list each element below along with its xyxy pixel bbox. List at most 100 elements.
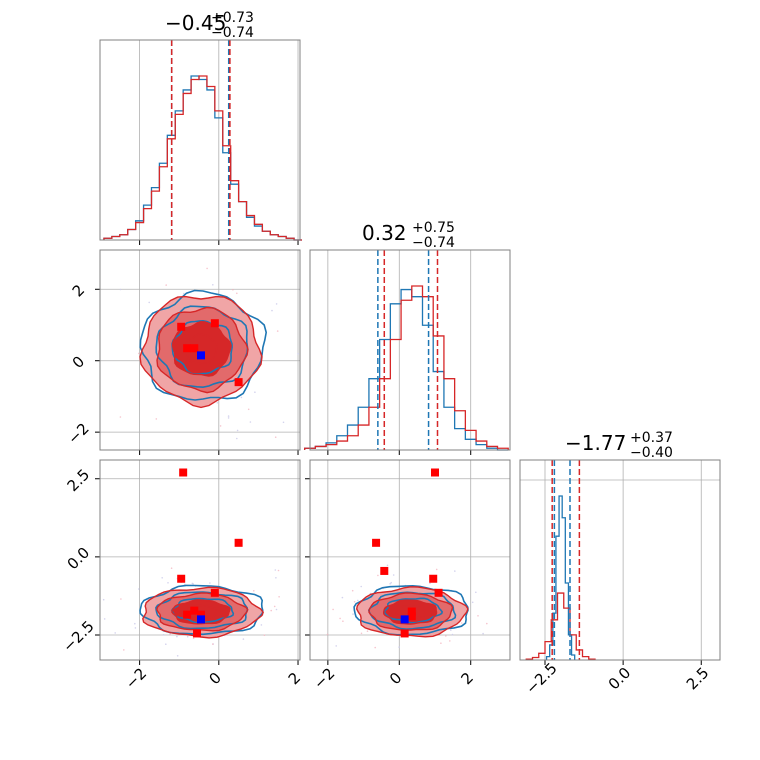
sample-point <box>176 635 178 638</box>
tick-label-y-1: 0.0 <box>64 544 94 574</box>
joint-contents <box>102 468 280 657</box>
sample-point <box>429 582 431 585</box>
contour-blue-0 <box>139 289 268 401</box>
tick-label-x-2: 2 <box>457 669 476 688</box>
marker-blue <box>400 615 409 624</box>
tick-label-y-2: 2.5 <box>64 465 94 495</box>
hist-red <box>525 592 596 660</box>
sample-point <box>275 608 278 611</box>
marginal-1-frame <box>309 249 511 451</box>
sample-point <box>155 418 158 420</box>
sample-point <box>275 577 277 579</box>
contour-fill-inner <box>172 321 232 377</box>
sample-point <box>102 598 105 601</box>
joint-1-frame <box>99 459 301 661</box>
contour-blue-1 <box>155 591 249 630</box>
sample-point <box>134 622 136 625</box>
title-param-1-sup: +0.75 <box>412 220 455 236</box>
sample-point <box>435 568 438 571</box>
sample-point <box>249 421 252 423</box>
tick-label-x-0: −2 <box>310 664 338 692</box>
sample-point <box>212 643 214 645</box>
sample-point <box>477 615 479 617</box>
sample-point <box>206 267 208 270</box>
sample-point <box>260 624 263 626</box>
tick-label-x-0: −2 <box>122 664 150 692</box>
sample-point <box>273 605 276 608</box>
marker-red-0 <box>179 468 188 477</box>
sample-point <box>360 585 363 588</box>
contour-red-1 <box>368 592 454 631</box>
marginal-panel-2-background <box>520 460 720 660</box>
marker-red-2 <box>177 574 186 583</box>
sample-point <box>454 570 456 572</box>
sample-point <box>138 588 140 590</box>
marginal-panel-2: −2.5 0.0 2.5 <box>519 459 721 698</box>
sample-point <box>360 632 363 635</box>
contour-red-1 <box>156 306 249 394</box>
joint-2-frame <box>309 459 511 661</box>
sample-point <box>445 635 447 637</box>
sample-point <box>335 645 338 647</box>
sample-point <box>341 596 344 599</box>
sample-point <box>219 425 222 427</box>
sample-point <box>165 643 167 645</box>
sample-point <box>183 292 185 295</box>
sample-point <box>169 633 171 635</box>
sample-point <box>450 629 452 631</box>
marker-red-0 <box>177 322 186 331</box>
marker-red-4 <box>434 588 443 597</box>
sample-point <box>216 402 219 404</box>
marginal-panel-1-background <box>310 250 510 450</box>
tick-label-x-1: 0 <box>206 669 225 688</box>
sample-point <box>374 646 377 649</box>
contour-red-1 <box>156 592 249 632</box>
contour-red-3 <box>395 604 426 620</box>
joint-contents <box>326 468 488 649</box>
sample-point <box>475 591 477 594</box>
tick-label-x-0: −2.5 <box>522 659 560 697</box>
marginal-2-frame <box>519 459 721 661</box>
marker-red-5 <box>407 607 416 616</box>
tick-label-y-1: 0 <box>69 352 88 371</box>
sample-point <box>339 617 341 620</box>
tick-label-x-2: 2.5 <box>683 664 713 694</box>
tick-label-y-0: −2.5 <box>59 617 97 655</box>
sample-point <box>253 590 255 592</box>
sample-point <box>270 609 273 612</box>
hist-red <box>303 285 509 450</box>
sample-point <box>247 408 250 411</box>
sample-point <box>236 429 239 432</box>
sample-point <box>120 598 122 600</box>
sample-point <box>471 601 474 604</box>
sample-point <box>326 633 329 636</box>
marker-red-7 <box>193 629 202 638</box>
sample-point <box>275 303 278 305</box>
title-param-2: −1.77 <box>565 431 626 455</box>
contour-blue-2 <box>383 597 444 624</box>
title-param-0: −0.45 <box>165 11 226 35</box>
sample-point <box>148 301 150 304</box>
sample-point <box>449 640 451 642</box>
sample-point <box>377 574 379 577</box>
sample-point <box>297 353 299 355</box>
marginal-panel-0 <box>99 39 302 245</box>
sample-point <box>236 292 238 295</box>
joint-0-frame <box>99 249 301 451</box>
sample-point <box>351 589 354 592</box>
sample-point <box>192 637 195 640</box>
joint-contents <box>119 267 300 440</box>
sample-point <box>392 574 395 576</box>
contour-red-2 <box>382 599 438 625</box>
marker-red-3 <box>210 588 219 597</box>
sample-point <box>167 582 169 584</box>
sample-point <box>191 582 194 585</box>
marker-red-7 <box>400 629 409 638</box>
marginal-panel-1 <box>303 249 511 455</box>
title-param-0-sup: +0.73 <box>211 10 254 26</box>
sample-point <box>138 352 140 355</box>
sample-point <box>366 630 369 632</box>
sample-point <box>186 635 189 638</box>
sample-point <box>482 632 484 635</box>
sample-point <box>440 642 442 644</box>
